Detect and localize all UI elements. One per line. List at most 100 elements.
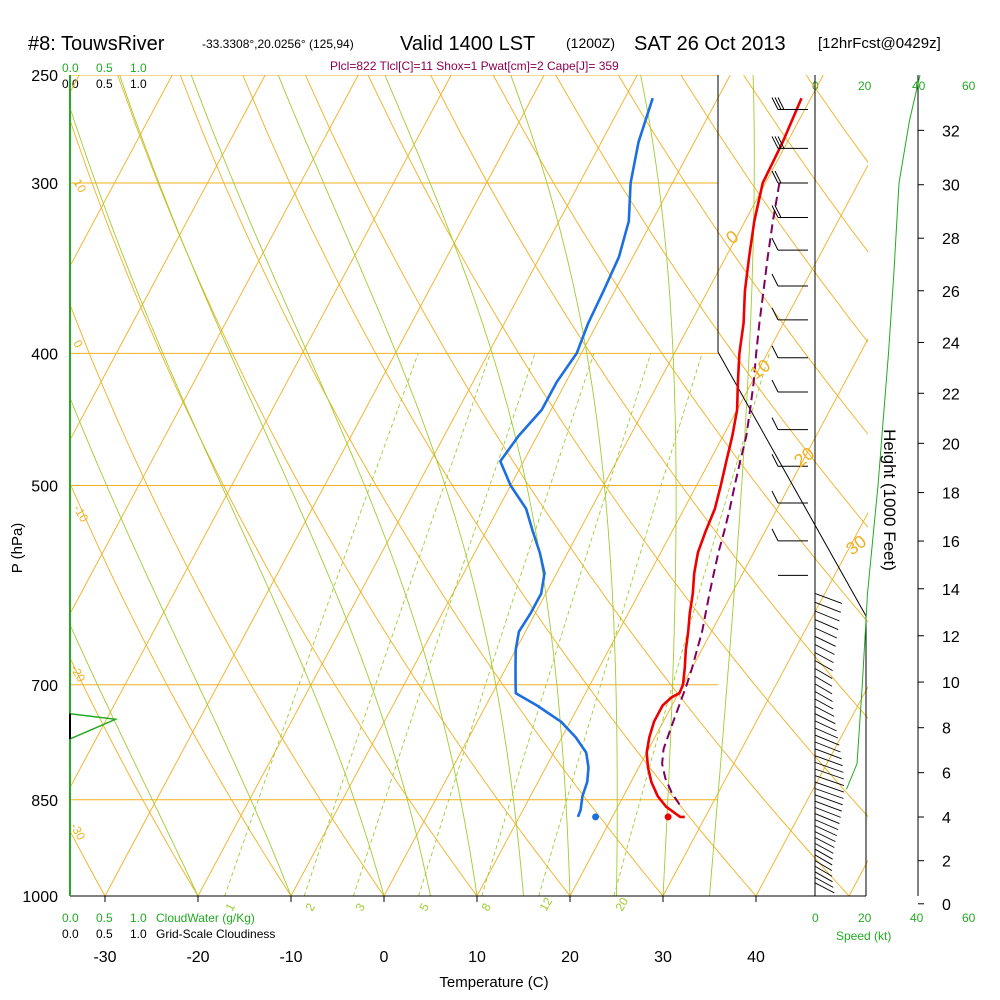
cloud-water-label: CloudWater (g/Kg) [156,911,255,925]
wind-barb-shaft [814,854,833,866]
wind-barb-flag [771,490,779,504]
dry-adiabat-line [70,303,385,896]
pressure-tick-label: 1000 [22,889,58,906]
temperature-tick-label: 30 [654,949,672,966]
mixing-ratio-label: 8 [478,900,494,913]
cloudiness-label: Grid-Scale Cloudiness [156,927,275,941]
pressure-tick-label: 850 [31,793,58,810]
isotherm-line [755,685,868,896]
wind-barb-shaft [814,848,833,860]
top-speed-tick: 60 [962,79,976,93]
wind-barb-shaft [814,652,834,664]
station-coords: -33.3308°,20.0256° (125,94) [202,37,354,51]
wind-barb-shaft [814,882,835,894]
surface-temperature-dot [664,813,672,821]
valid-time: Valid 1400 LST [400,33,535,55]
data-layer [69,74,921,894]
wind-barb-shaft [814,610,840,622]
parcel-trace [661,182,781,808]
top-cloud-green-tick: 1.0 [130,61,147,75]
wind-barb-shaft [814,865,833,877]
top-cloud-green-tick: 0.0 [62,61,79,75]
height-tick-label: 4 [942,810,951,827]
mixing-ratio-line [418,353,595,896]
dry-adiabat-line [70,482,292,896]
wind-barb-shaft [814,768,844,780]
top-speed-tick: 20 [858,79,872,93]
wind-barb-shaft [814,698,834,710]
bottom-cloud-green-tick: 1.0 [130,911,147,925]
wind-barb-flag [771,170,779,184]
dry-adiabat-line [242,75,757,896]
left-adiabat-label: -10 [70,503,91,525]
wind-barb-shaft [814,788,844,799]
wind-barb-shaft [814,825,837,837]
wind-barb-shaft [814,775,845,787]
dry-adiabat-line [617,75,868,435]
forecast-info: [12hrFcst@0429z] [818,35,941,52]
isotherm-line [848,859,868,896]
wind-barb-shaft [814,748,842,760]
adiabat-label: 20 [790,443,818,471]
speed-label: Speed (kt) [836,929,891,943]
pressure-tick-label: 700 [31,678,58,695]
wind-barb-shaft [814,635,836,647]
wind-barb-shaft [814,781,845,793]
wind-barb-flag [771,454,779,467]
wind-barb-shaft [814,842,834,854]
dry-adiabat-line [805,75,868,163]
wind-barb-flag [771,417,779,430]
dry-adiabat-line [70,118,478,896]
bottom-speed-ticks: 0 20 40 60 Speed (kt) [812,911,976,943]
dry-adiabat-line [555,75,868,529]
mixing-ratio-label: 5 [416,900,432,913]
wind-barb-shaft [814,720,837,732]
height-axis-title: Height (1000 Feet) [880,429,899,571]
top-cloud-water-ticks: 0.0 0.5 1.0 [62,61,147,75]
temperature-tick-label: 0 [380,949,389,966]
wind-barb-shaft [814,741,841,753]
wind-barb-shaft [814,755,843,767]
wind-barb-shaft [814,660,833,671]
wind-barb-shaft [814,705,835,717]
wind-barb-shaft [814,794,843,806]
wind-barb-flag [774,205,782,218]
mixing-ratio-line [481,353,652,896]
wind-barb-flag [771,237,779,251]
surface-dewpoint-dot [592,813,600,821]
bottom-cloud-green-tick: 0.5 [96,911,113,925]
isotherm-line [70,75,266,441]
height-tick-label: 20 [942,436,960,453]
wind-barb-shaft [814,713,836,725]
parcel-params: Plcl=822 Tlcl[C]=11 Shox=1 Pwat[cm]=2 Ca… [330,59,619,73]
isotherm-line [70,75,359,615]
moist-adiabat-line [119,75,431,896]
dry-adiabat-line [743,75,868,253]
moist-adiabat-line [190,75,478,896]
dry-adiabat-line [994,75,1000,896]
isotherm-line [104,75,545,896]
wind-barb-shaft [814,837,835,848]
wind-barb-shaft [814,668,833,679]
wind-barb-shaft [814,806,841,818]
wind-barb-shaft [814,761,844,773]
adiabat-label: 10 [746,355,774,383]
top-speed-ticks: 0 20 40 60 [812,79,976,93]
isotherm-line [476,164,868,896]
height-tick-label: 18 [942,486,960,503]
bottom-speed-tick: 0 [812,911,819,925]
bottom-cloud-black-tick: 1.0 [130,927,147,941]
cloud-water-trace [69,712,119,740]
height-tick-label: 24 [942,335,960,352]
dry-adiabat-line [680,75,868,343]
wind-barb-flag [771,345,779,358]
wind-barb-flag [774,97,782,110]
dry-adiabat-line [492,75,868,623]
temperature-tick-label: -30 [93,949,116,966]
pressure-tick-label: 500 [31,479,58,496]
moist-adiabat-line [277,75,524,896]
moist-adiabat-line [70,623,199,896]
wind-barb-shaft [814,800,842,812]
